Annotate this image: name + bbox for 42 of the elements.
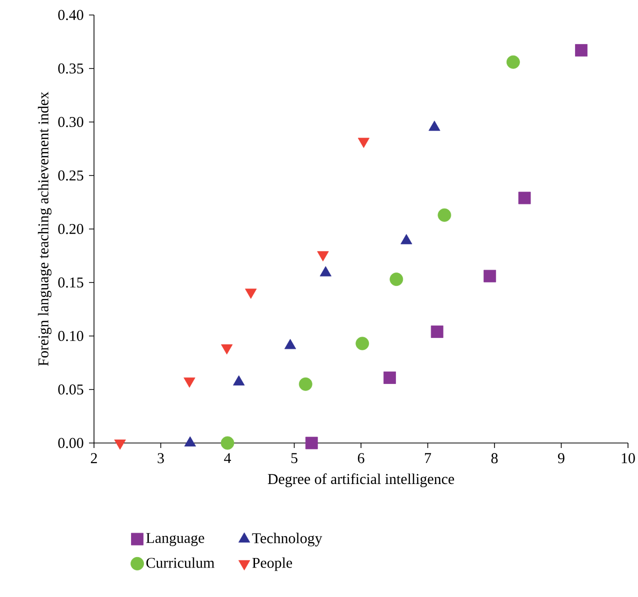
point [390,272,404,286]
point [298,377,312,391]
point [438,208,452,222]
point [317,251,329,262]
x-tick-label: 10 [622,453,635,464]
point [184,377,196,388]
point [221,344,233,354]
y-tick-label: 0.25 [58,170,84,181]
x-tick-label: 7 [425,453,432,463]
point [356,336,370,350]
point [220,436,234,450]
y-tick-label: 0.35 [58,63,84,74]
point [506,55,520,69]
x-tick-label: 5 [291,453,298,464]
point [245,288,257,299]
legend-label: Technology [252,532,322,546]
y-tick-label: 0.20 [58,224,84,234]
legend-label: Language [146,533,204,546]
y-tick-label: 0.40 [58,10,84,20]
point [484,270,496,282]
y-tick-label: 0.00 [58,438,84,448]
y-tick-label: 0.30 [58,116,84,128]
x-axis-title: Degree of artificial intelligence [268,473,454,488]
x-tick-label: 2 [90,453,97,464]
point [305,436,318,450]
x-tick-label: 3 [158,453,164,464]
y-axis-title: Foreign language teaching achievement index [38,92,52,366]
legend-label: Curriculum [146,557,214,568]
y-tick-label: 0.05 [58,384,84,395]
point [430,326,444,338]
point [358,138,370,148]
point [575,44,588,57]
point [384,372,396,384]
x-tick-label: 6 [358,453,364,464]
legend-label: People [252,557,292,571]
x-tick-label: 4 [224,453,231,464]
x-tick-label: 8 [491,453,498,464]
y-tick-label: 0.10 [58,330,84,342]
point [518,192,531,204]
y-tick-label: 0.15 [58,277,84,288]
point [114,440,126,450]
x-tick-label: 9 [558,453,564,464]
